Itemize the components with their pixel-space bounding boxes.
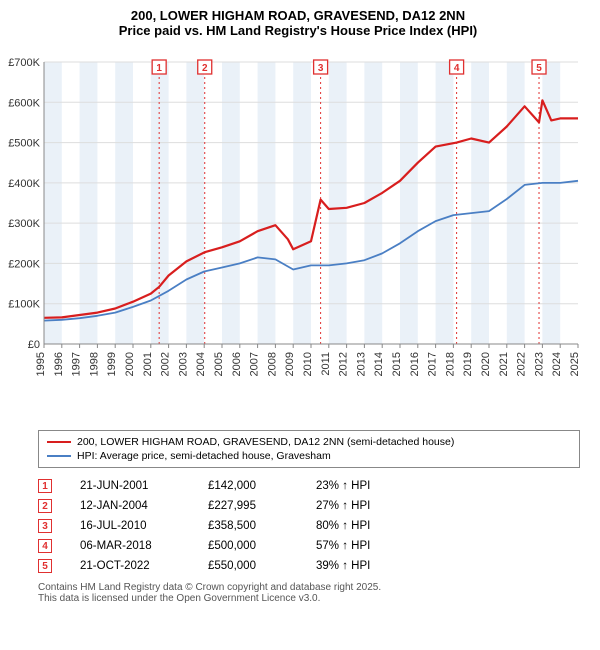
svg-text:2011: 2011 [320,352,332,376]
svg-text:£400K: £400K [8,178,40,190]
svg-text:2008: 2008 [266,352,278,376]
event-price: £500,000 [208,540,288,552]
svg-text:4: 4 [454,63,460,74]
svg-text:2022: 2022 [516,352,528,376]
legend-label: HPI: Average price, semi-detached house,… [77,450,331,462]
event-delta: 39% ↑ HPI [316,560,406,572]
svg-text:2013: 2013 [355,352,367,376]
event-row: 5 21-OCT-2022 £550,000 39% ↑ HPI [38,556,580,576]
event-row: 2 12-JAN-2004 £227,995 27% ↑ HPI [38,496,580,516]
svg-text:1995: 1995 [35,352,47,376]
svg-text:2018: 2018 [444,352,456,376]
svg-text:2005: 2005 [213,352,225,376]
svg-text:£300K: £300K [8,218,40,230]
footnote-line-2: This data is licensed under the Open Gov… [38,593,580,604]
svg-text:£600K: £600K [8,97,40,109]
svg-text:5: 5 [536,63,542,74]
event-date: 21-JUN-2001 [80,480,180,492]
event-delta: 57% ↑ HPI [316,540,406,552]
event-marker: 5 [38,559,52,573]
svg-text:2012: 2012 [338,352,350,376]
title-line-1: 200, LOWER HIGHAM ROAD, GRAVESEND, DA12 … [8,8,588,23]
svg-text:£200K: £200K [8,258,40,270]
svg-text:1997: 1997 [71,352,83,376]
svg-text:1: 1 [156,63,162,74]
event-marker: 1 [38,479,52,493]
title-line-2: Price paid vs. HM Land Registry's House … [8,23,588,38]
svg-text:2014: 2014 [373,352,385,376]
event-delta: 27% ↑ HPI [316,500,406,512]
legend-box: 200, LOWER HIGHAM ROAD, GRAVESEND, DA12 … [38,430,580,468]
legend-label: 200, LOWER HIGHAM ROAD, GRAVESEND, DA12 … [77,436,454,448]
svg-text:1996: 1996 [53,352,65,376]
svg-text:£500K: £500K [8,138,40,150]
svg-text:3: 3 [318,63,324,74]
svg-text:2003: 2003 [177,352,189,376]
svg-text:£0: £0 [28,339,40,351]
legend-swatch [47,441,71,444]
event-date: 21-OCT-2022 [80,560,180,572]
legend-row: HPI: Average price, semi-detached house,… [47,449,571,463]
event-delta: 80% ↑ HPI [316,520,406,532]
svg-text:£100K: £100K [8,299,40,311]
svg-text:2016: 2016 [409,352,421,376]
svg-text:1998: 1998 [88,352,100,376]
svg-text:£700K: £700K [8,57,40,69]
event-date: 06-MAR-2018 [80,540,180,552]
footnote: Contains HM Land Registry data © Crown c… [38,582,580,604]
legend-row: 200, LOWER HIGHAM ROAD, GRAVESEND, DA12 … [47,435,571,449]
event-price: £227,995 [208,500,288,512]
chart-svg: £0 £100K £200K £300K £400K £500K £600K £700K 1 2 3… [8,44,588,424]
svg-text:2006: 2006 [231,352,243,376]
event-date: 12-JAN-2004 [80,500,180,512]
svg-text:2010: 2010 [302,352,314,376]
event-price: £358,500 [208,520,288,532]
svg-text:2025: 2025 [569,352,581,376]
legend-swatch [47,455,71,458]
events-table: 1 21-JUN-2001 £142,000 23% ↑ HPI 2 12-JAN-200… [38,476,580,576]
svg-text:2009: 2009 [284,352,296,376]
title-block: 200, LOWER HIGHAM ROAD, GRAVESEND, DA12 … [8,8,588,38]
svg-text:2017: 2017 [427,352,439,376]
svg-text:2023: 2023 [533,352,545,376]
event-row: 4 06-MAR-2018 £500,000 57% ↑ HPI [38,536,580,556]
event-price: £550,000 [208,560,288,572]
event-row: 1 21-JUN-2001 £142,000 23% ↑ HPI [38,476,580,496]
svg-text:2015: 2015 [391,352,403,376]
event-price: £142,000 [208,480,288,492]
footnote-line-1: Contains HM Land Registry data © Crown c… [38,582,580,593]
svg-text:2000: 2000 [124,352,136,376]
event-delta: 23% ↑ HPI [316,480,406,492]
event-marker: 2 [38,499,52,513]
event-date: 16-JUL-2010 [80,520,180,532]
svg-text:1999: 1999 [106,352,118,376]
event-marker: 4 [38,539,52,553]
svg-text:2021: 2021 [498,352,510,376]
svg-text:2024: 2024 [551,352,563,376]
chart-area: £0 £100K £200K £300K £400K £500K £600K £700K 1 2 3… [8,44,588,424]
svg-text:2019: 2019 [462,352,474,376]
svg-text:2004: 2004 [195,352,207,376]
svg-text:2007: 2007 [249,352,261,376]
svg-text:2: 2 [202,63,208,74]
event-row: 3 16-JUL-2010 £358,500 80% ↑ HPI [38,516,580,536]
chart-container: 200, LOWER HIGHAM ROAD, GRAVESEND, DA12 … [0,0,600,612]
svg-text:2001: 2001 [142,352,154,376]
event-marker: 3 [38,519,52,533]
svg-text:2002: 2002 [160,352,172,376]
svg-text:2020: 2020 [480,352,492,376]
